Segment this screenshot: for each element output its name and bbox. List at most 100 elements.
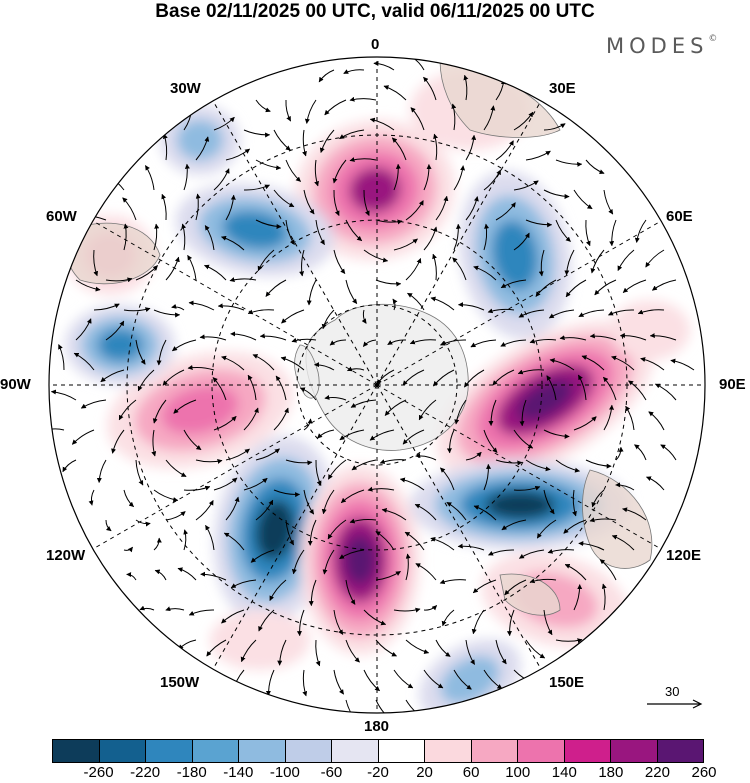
wind-vector — [162, 133, 168, 161]
wind-vector — [75, 318, 92, 341]
south-pole-dot — [375, 383, 379, 387]
wind-vector — [418, 399, 437, 421]
wind-vector — [361, 309, 367, 324]
wind-vector — [221, 355, 245, 371]
wind-vector — [118, 399, 137, 421]
wind-vector — [465, 134, 477, 161]
wind-vector — [375, 570, 401, 581]
wind-vector — [435, 195, 449, 221]
wind-vector — [213, 416, 237, 431]
wind-vector — [458, 302, 485, 311]
wind-vector — [625, 405, 635, 431]
wind-vector — [183, 429, 202, 451]
wind-vector — [213, 477, 238, 491]
colorbar-segment — [192, 740, 239, 762]
wind-vector — [281, 309, 305, 324]
wind-vector — [594, 279, 617, 296]
wind-vector — [471, 609, 485, 635]
wind-vector — [183, 163, 190, 191]
wind-vector — [230, 331, 257, 341]
wind-vector — [423, 76, 437, 101]
wind-vector — [446, 429, 455, 454]
wind-vector — [206, 639, 227, 657]
wind-vector — [483, 669, 503, 690]
colorbar-tick-label: 220 — [644, 764, 670, 781]
wind-vector — [415, 563, 437, 581]
wind-vector — [126, 572, 137, 581]
wind-vector — [213, 116, 235, 131]
wind-vector — [465, 639, 476, 665]
wind-vector — [75, 279, 101, 292]
wind-vector — [321, 309, 335, 330]
lon-label-90e: 90E — [719, 376, 746, 393]
wind-vector — [572, 489, 577, 517]
wind-vector — [538, 249, 545, 277]
wind-vector — [162, 369, 185, 386]
wind-vector — [670, 358, 695, 371]
wind-vector — [488, 549, 515, 556]
wind-vector — [645, 249, 665, 268]
wind-vector — [546, 375, 557, 401]
wind-vector — [324, 99, 347, 116]
wind-vector — [93, 303, 120, 311]
wind-vector — [495, 459, 523, 466]
wind-vector — [363, 669, 380, 692]
wind-vector — [517, 369, 545, 375]
wind-vector — [273, 129, 291, 151]
wind-vector — [392, 298, 398, 311]
wind-vector — [446, 501, 467, 521]
wind-vector — [585, 459, 612, 469]
wind-vector — [549, 358, 575, 371]
wind-vector — [375, 639, 397, 657]
wind-vector — [548, 309, 575, 319]
wind-vector — [247, 374, 257, 401]
wind-vector — [139, 605, 155, 611]
wind-vector — [165, 256, 180, 281]
wind-vector — [439, 579, 467, 584]
wind-vector — [375, 219, 403, 225]
wind-vector — [221, 235, 245, 251]
meridian-line — [376, 219, 664, 386]
wind-vector — [73, 352, 95, 371]
wind-vector — [273, 489, 301, 498]
wind-vector — [383, 85, 407, 101]
wind-vector — [188, 300, 215, 311]
wind-vector — [393, 607, 421, 613]
wind-vector — [487, 308, 515, 314]
wind-vector — [452, 257, 467, 281]
wind-vector — [343, 69, 365, 74]
wind-vector — [615, 446, 624, 461]
wind-vector — [564, 564, 587, 581]
wind-vector — [321, 489, 335, 515]
wind-vector — [177, 567, 197, 581]
wind-vector — [589, 517, 617, 523]
wind-vector — [619, 332, 647, 341]
wind-vector — [252, 354, 275, 371]
anomaly-contour — [516, 379, 574, 421]
wind-vector — [599, 559, 617, 581]
wind-vector — [529, 578, 557, 584]
anomaly-contour — [210, 610, 310, 670]
anomaly-contour — [440, 656, 500, 704]
wind-vector — [153, 223, 160, 251]
wind-vector — [660, 444, 677, 461]
wind-vector — [649, 333, 677, 341]
wind-vector — [409, 339, 437, 345]
wind-vector — [247, 309, 275, 315]
wind-vector — [473, 505, 497, 521]
wind-vector — [250, 549, 275, 563]
wind-vector — [513, 180, 539, 191]
wind-vector — [111, 429, 125, 454]
wind-vector — [204, 225, 215, 251]
wind-vector — [315, 639, 321, 667]
wind-vector — [183, 485, 211, 491]
wind-vector — [303, 189, 315, 215]
wind-vector — [415, 453, 437, 461]
colorbar-tick-label: -100 — [269, 764, 300, 781]
wind-vector — [273, 407, 289, 431]
wind-vector — [454, 399, 467, 425]
wind-vector — [423, 605, 438, 611]
wind-vector — [302, 669, 308, 697]
wind-vector — [495, 140, 514, 161]
wind-vector — [243, 184, 270, 191]
